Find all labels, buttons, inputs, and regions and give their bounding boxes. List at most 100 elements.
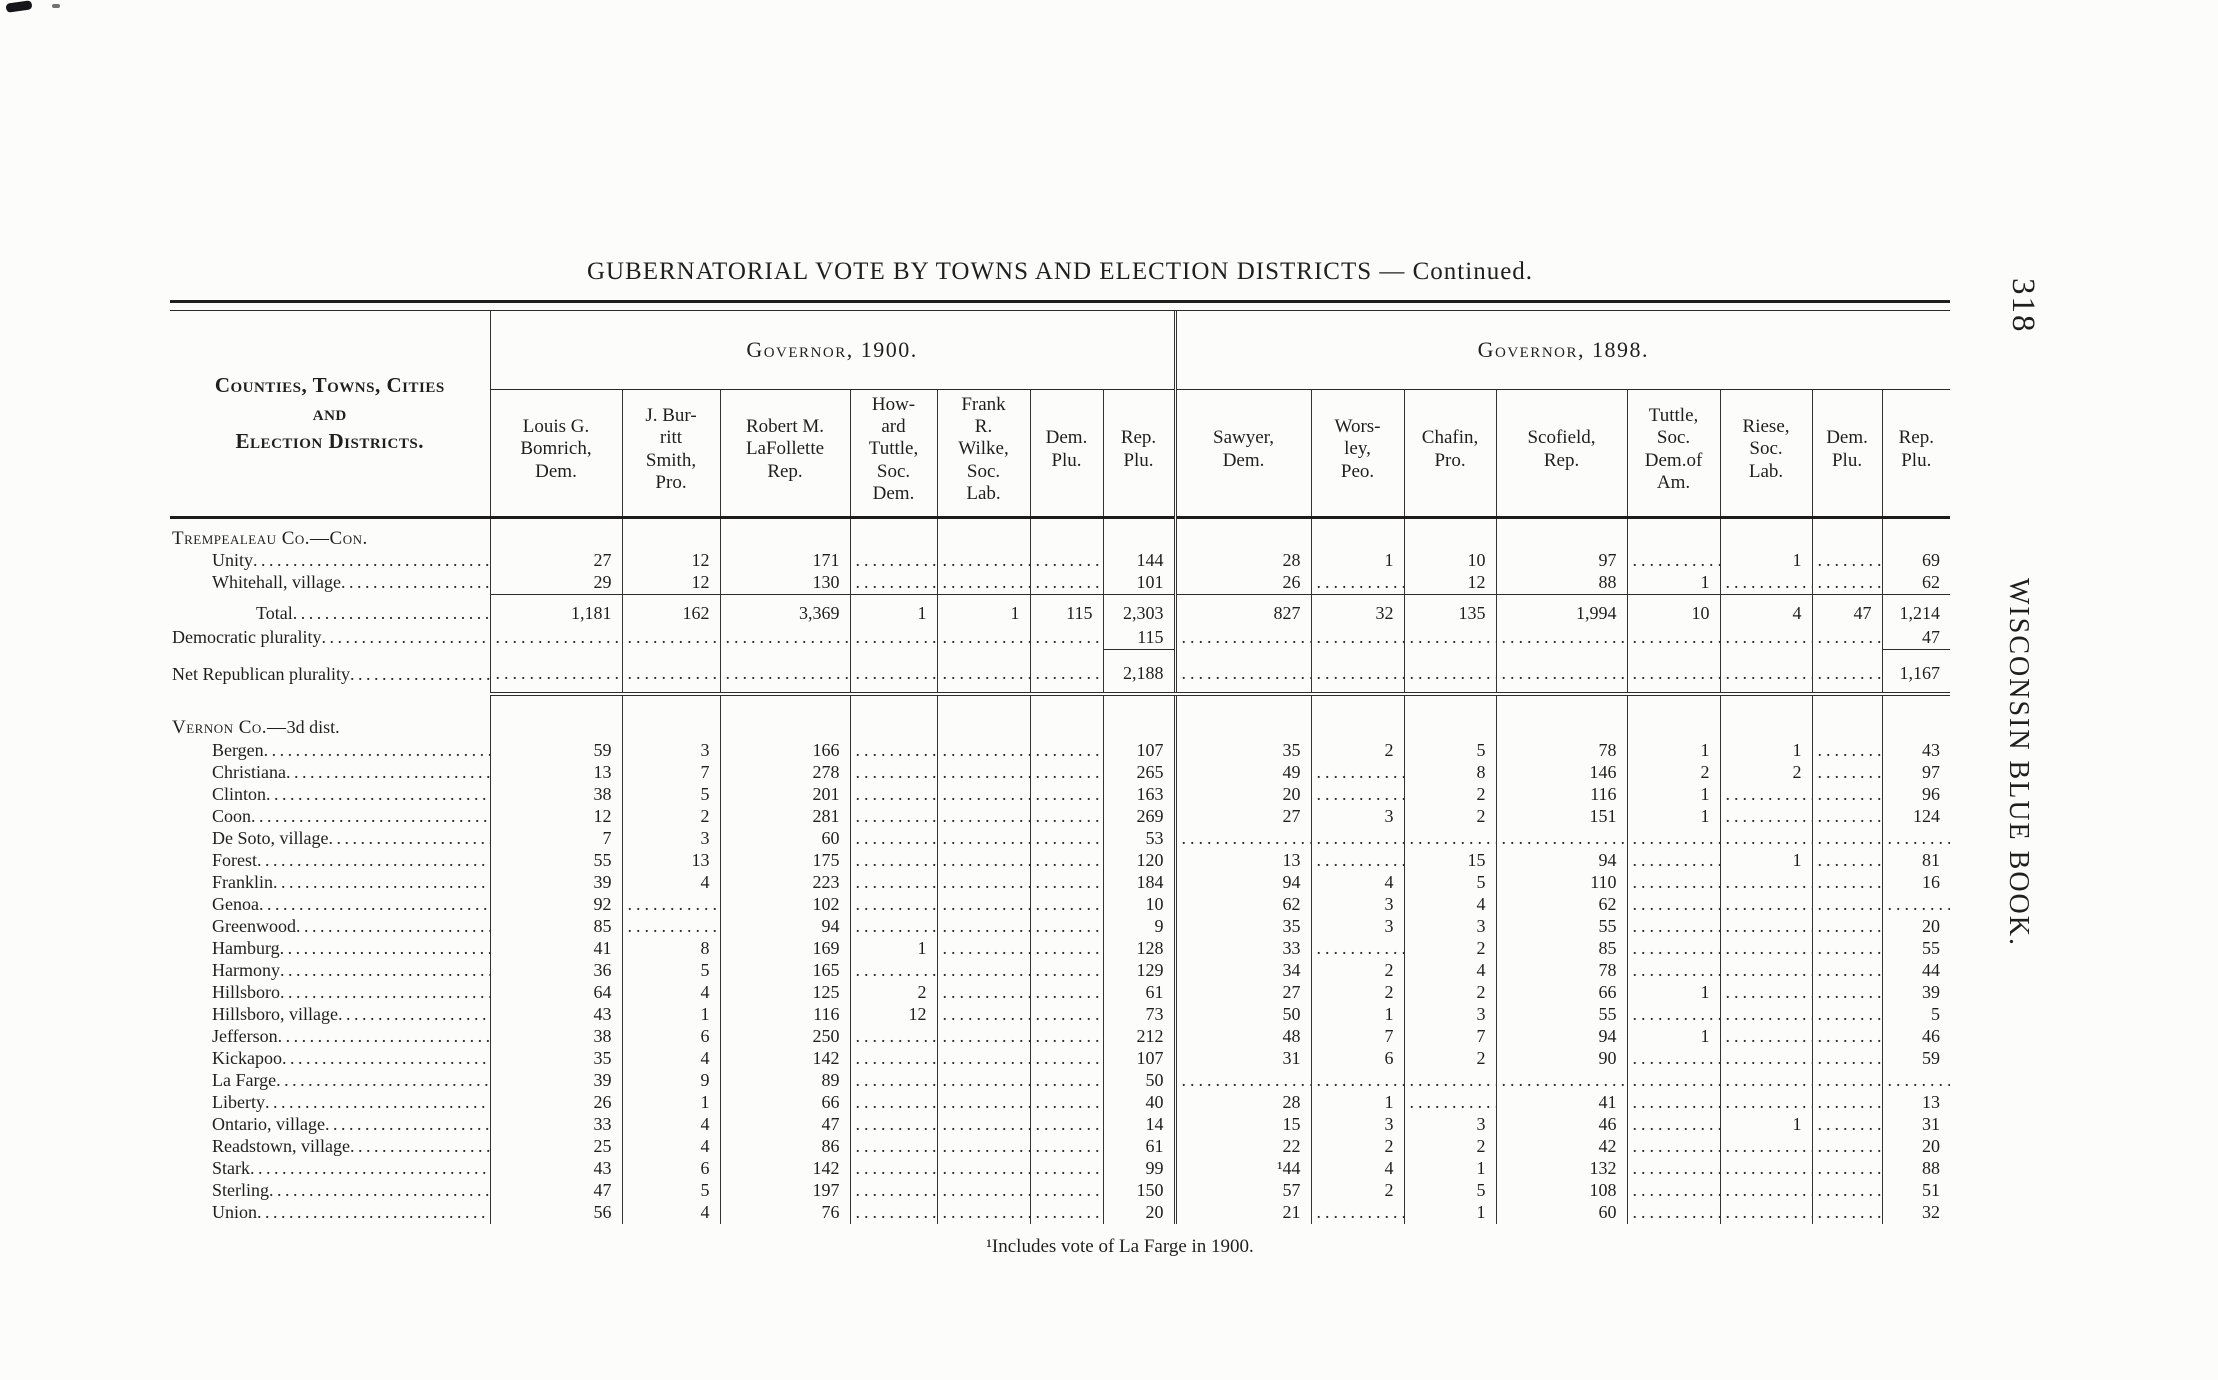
table-row-town: Franklin394223184944511016 <box>170 871 1951 894</box>
cell-tuttle-socdem <box>849 739 937 762</box>
cell-bomrich-dem: 43 <box>489 1157 622 1180</box>
cell-bomrich-dem: 29 <box>489 571 622 595</box>
cell-rep-plu-1900 <box>1102 693 1176 740</box>
cell-smith-pro: 4 <box>621 871 720 894</box>
cell-worsley-peo <box>1310 1201 1405 1224</box>
cell-lafollette-rep <box>719 626 850 650</box>
cell-sawyer-dem: ¹44 <box>1173 1157 1312 1180</box>
cell-dem-plu-1898 <box>1811 1201 1883 1224</box>
row-label: Democratic plurality <box>170 627 490 650</box>
row-label: Bergen <box>170 740 490 762</box>
cell-worsley-peo: 2 <box>1310 981 1405 1004</box>
cell-lafollette-rep: 175 <box>719 849 850 872</box>
cell-dem-plu-1900 <box>1029 827 1103 850</box>
cell-scofield-rep: 108 <box>1495 1179 1628 1202</box>
cell-tuttle-socdemam <box>1626 1201 1721 1224</box>
cell-worsley-peo <box>1310 937 1405 960</box>
cell-tuttle-socdemam <box>1626 1069 1721 1092</box>
cell-scofield-rep: 146 <box>1495 761 1628 784</box>
table-row-town: Coon12228126927321511124 <box>170 805 1951 828</box>
cell-sawyer-dem <box>1173 626 1312 650</box>
cell-chafin-pro: 3 <box>1403 1113 1497 1136</box>
cell-sawyer-dem: 27 <box>1173 805 1312 828</box>
cell-tuttle-socdem <box>849 1135 937 1158</box>
dot-leader <box>251 806 490 826</box>
cell-chafin-pro: 8 <box>1403 761 1497 784</box>
cell-rep-plu-1900: 99 <box>1102 1157 1176 1180</box>
cell-worsley-peo <box>1310 571 1405 595</box>
cell-rep-plu-1900: 150 <box>1102 1179 1176 1202</box>
cell-bomrich-dem: 12 <box>489 805 622 828</box>
footnote: ¹Includes vote of La Farge in 1900. <box>986 1235 1254 1257</box>
cell-tuttle-socdem <box>849 827 937 850</box>
cell-lafollette-rep: 142 <box>719 1047 850 1070</box>
cell-riese-soclab <box>1719 1179 1813 1202</box>
cell-riese-soclab <box>1719 1157 1813 1180</box>
cell-rep-plu-1900: 128 <box>1102 937 1176 960</box>
cell-wilke-soclab <box>936 1157 1030 1180</box>
cell-smith-pro: 7 <box>621 761 720 784</box>
cell-wilke-soclab <box>936 937 1030 960</box>
cell-wilke-soclab <box>936 549 1030 572</box>
cell-sawyer-dem: 34 <box>1173 959 1312 982</box>
cell-tuttle-socdem <box>849 783 937 806</box>
ink-speck <box>5 0 33 13</box>
cell-lafollette-rep: 60 <box>719 827 850 850</box>
cell-rep-plu-1898: 51 <box>1881 1179 1951 1202</box>
cell-bomrich-dem: 43 <box>489 1003 622 1026</box>
cell-tuttle-socdem <box>849 1091 937 1114</box>
cell-bomrich-dem <box>489 626 622 650</box>
cell-tuttle-socdem <box>849 1113 937 1136</box>
cell-bomrich-dem <box>489 517 622 550</box>
cell-tuttle-socdem <box>849 871 937 894</box>
cell-worsley-peo: 3 <box>1310 893 1405 916</box>
stub-header: Counties, Towns, Cities and Election Dis… <box>170 311 490 519</box>
cell-rep-plu-1898 <box>1881 893 1951 916</box>
cell-rep-plu-1898: 13 <box>1881 1091 1951 1114</box>
cell-tuttle-socdem <box>849 626 937 650</box>
cell-tuttle-socdemam <box>1626 827 1721 850</box>
cell-smith-pro: 4 <box>621 1201 720 1224</box>
cell-rep-plu-1900: 107 <box>1102 739 1176 762</box>
row-label: Clinton <box>170 784 490 806</box>
section-label: Trempealeau Co.—Con. <box>172 528 368 550</box>
cell-riese-soclab <box>1719 827 1813 850</box>
cell-dem-plu-1900 <box>1029 571 1103 595</box>
cell-lafollette-rep: 130 <box>719 571 850 595</box>
cell-sawyer-dem <box>1173 517 1312 550</box>
cell-dem-plu-1898 <box>1811 959 1883 982</box>
cell-rep-plu-1898: 46 <box>1881 1025 1951 1048</box>
cell-wilke-soclab <box>936 1047 1030 1070</box>
cell-wilke-soclab <box>936 783 1030 806</box>
cell-tuttle-socdemam: 1 <box>1626 783 1721 806</box>
cell-chafin-pro: 15 <box>1403 849 1497 872</box>
cell-smith-pro: 12 <box>621 549 720 572</box>
cell-smith-pro: 4 <box>621 1047 720 1070</box>
cell-smith-pro <box>621 693 720 740</box>
table-row-town: Greenwood8594935335520 <box>170 915 1951 938</box>
cell-smith-pro: 12 <box>621 571 720 595</box>
cell-chafin-pro: 2 <box>1403 805 1497 828</box>
cell-rep-plu-1898: 97 <box>1881 761 1951 784</box>
cell-riese-soclab <box>1719 915 1813 938</box>
cell-rep-plu-1898 <box>1881 827 1951 850</box>
cell-dem-plu-1898 <box>1811 761 1883 784</box>
row-label: Net Republican plurality <box>170 649 490 694</box>
cell-wilke-soclab <box>936 1179 1030 1202</box>
cell-lafollette-rep: 278 <box>719 761 850 784</box>
cell-lafollette-rep: 86 <box>719 1135 850 1158</box>
cell-rep-plu-1900: 115 <box>1102 626 1176 650</box>
cell-tuttle-socdem <box>849 761 937 784</box>
cell-lafollette-rep: 47 <box>719 1113 850 1136</box>
cell-sawyer-dem: 22 <box>1173 1135 1312 1158</box>
dot-leader <box>264 740 490 760</box>
cell-tuttle-socdem: 12 <box>849 1003 937 1026</box>
cell-bomrich-dem: 56 <box>489 1201 622 1224</box>
dot-leader <box>341 572 490 592</box>
cell-bomrich-dem: 59 <box>489 739 622 762</box>
cell-dem-plu-1898: 47 <box>1811 593 1883 627</box>
cell-riese-soclab <box>1719 981 1813 1004</box>
margin-title: WISCONSIN BLUE BOOK. <box>2003 578 2034 947</box>
